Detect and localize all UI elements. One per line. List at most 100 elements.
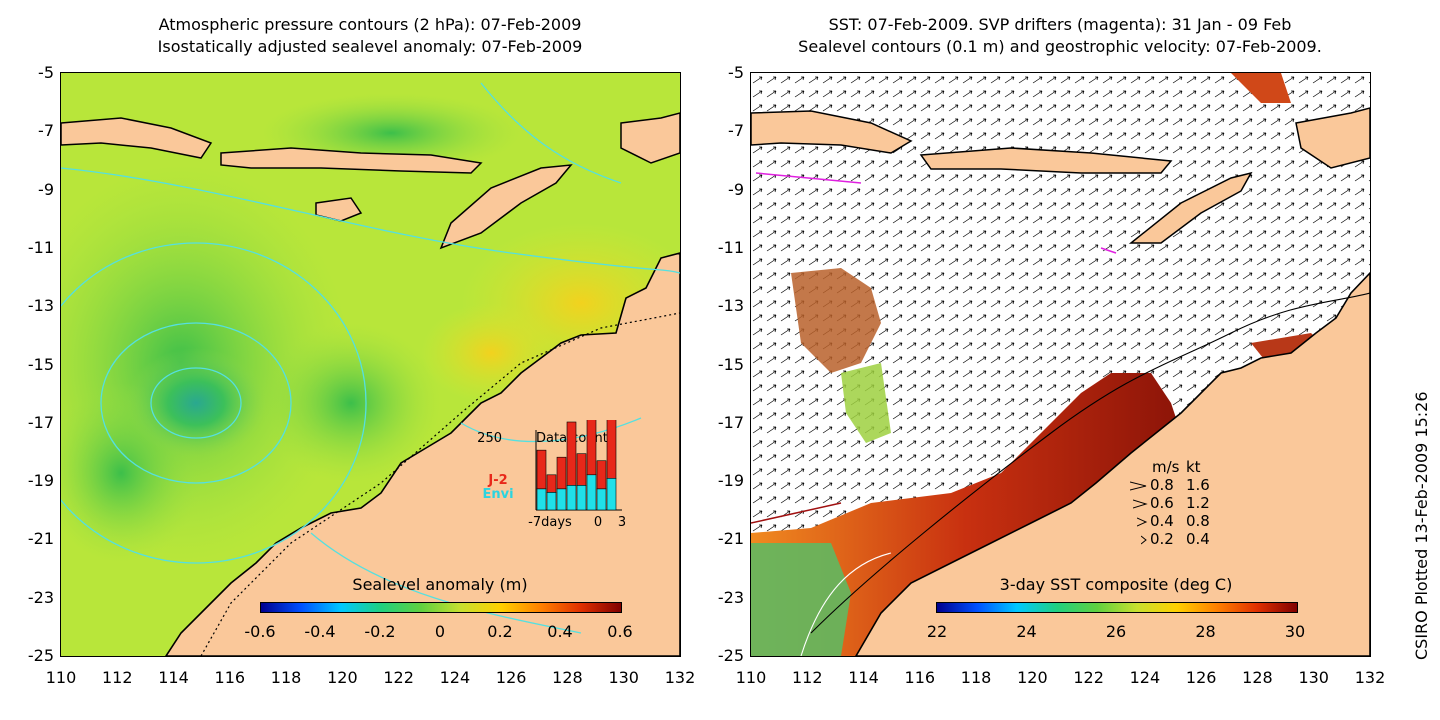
pressure-contour [61, 242, 367, 564]
axis-tick-label: 112 [101, 668, 133, 687]
sst-map [750, 72, 1371, 657]
colorbar-tick-label: 22 [926, 622, 948, 641]
low-anomaly-center [126, 348, 266, 458]
axis-tick-label: -13 [27, 296, 54, 316]
left-colorbar-label: Sealevel anomaly (m) [352, 575, 528, 594]
inset-bar-j2 [546, 474, 557, 493]
legend-ms-value: 0.4 [1150, 512, 1174, 530]
velocity-arrow-icon [1132, 496, 1148, 514]
sst-patch-warm [1231, 73, 1291, 103]
pressure-contour [480, 82, 622, 184]
axis-tick-label: -15 [27, 354, 54, 374]
pressure-contour [150, 367, 242, 439]
axis-tick-label: -9 [728, 179, 744, 199]
low-anomaly-region [261, 323, 441, 483]
axis-tick-label: -11 [717, 237, 744, 257]
axis-tick-label: 122 [383, 668, 414, 687]
inset-bar-j2 [556, 456, 567, 490]
colorbar-tick-label: -0.2 [364, 622, 396, 641]
inset-bar-envi [576, 485, 587, 511]
axis-tick-label: -11 [27, 237, 54, 257]
svp-drifter-track [1100, 247, 1117, 254]
velocity-arrow-icon [1129, 478, 1148, 496]
axis-tick-label: -19 [717, 471, 744, 491]
axis-tick-label: 128 [1242, 668, 1273, 687]
axis-tick-label: 120 [1017, 668, 1048, 687]
colorbar-tick-label: 28 [1195, 622, 1216, 641]
pressure-contour [460, 417, 642, 443]
colorbar-tick-label: 0.6 [607, 622, 633, 641]
inset-bar-envi [536, 488, 547, 511]
inset-bar-envi [596, 488, 607, 511]
lesser-sunda-islands [220, 147, 483, 174]
java-island [61, 117, 213, 159]
legend-kt-value: 1.6 [1186, 476, 1210, 494]
axis-tick-label: -25 [717, 646, 744, 665]
right-colorbar [936, 602, 1298, 613]
axis-tick-label: -9 [38, 179, 54, 199]
axis-tick-label: 126 [1185, 668, 1217, 687]
lesser-sunda-islands [919, 147, 1173, 174]
pressure-contour [310, 532, 582, 634]
sealevel-anomaly-svg [61, 73, 680, 656]
axis-tick-label: -19 [27, 471, 54, 491]
axis-tick-label: 118 [270, 668, 302, 687]
legend-header-kt: kt [1186, 458, 1201, 476]
sst-patch [841, 363, 891, 443]
inset-bar-j2 [606, 420, 617, 479]
axis-tick-label: -13 [717, 296, 744, 316]
axis-tick-label: 132 [1354, 668, 1386, 687]
right-title-line1: SST: 07-Feb-2009. SVP drifters (magenta)… [828, 15, 1292, 34]
svp-drifter-track [755, 172, 862, 184]
colorbar-tick-label: 0.4 [547, 622, 573, 641]
axis-tick-label: -21 [27, 529, 54, 549]
legend-ms-value: 0.2 [1150, 530, 1174, 548]
inset-x-right: 3 [618, 515, 626, 530]
colorbar-tick-label: 30 [1284, 622, 1306, 641]
legend-ms-value: 0.8 [1150, 476, 1174, 494]
sst-shelf-warm [751, 373, 1181, 656]
inset-bar-j2 [586, 420, 597, 476]
colorbar-tick-label: -0.6 [244, 622, 276, 641]
right-colorbar-label: 3-day SST composite (deg C) [999, 575, 1233, 594]
colorbar-tick-label: 0.2 [487, 622, 513, 641]
legend-ms-value: 0.6 [1150, 494, 1174, 512]
axis-tick-label: -17 [717, 412, 744, 432]
axis-tick-label: -15 [717, 354, 744, 374]
inset-bars [536, 420, 617, 511]
inset-envi-label: Envi [482, 487, 513, 502]
axis-tick-label: 132 [664, 668, 696, 687]
pressure-contour [61, 167, 680, 274]
velocity-arrow-icon [1140, 532, 1148, 550]
axis-tick-label: -7 [38, 121, 54, 141]
velocity-arrow-icon [1136, 514, 1148, 532]
axis-tick-label: 130 [608, 668, 639, 687]
inset-x-zero: 0 [594, 515, 602, 530]
left-title-line2: Isostatically adjusted sealevel anomaly:… [157, 37, 583, 56]
axis-tick-label: 122 [1073, 668, 1104, 687]
pressure-contour [100, 322, 292, 484]
axis-tick-label: -21 [717, 529, 744, 549]
timor-island [1128, 171, 1253, 244]
axis-tick-label: 110 [45, 668, 77, 687]
sst-svg [751, 73, 1370, 656]
axis-tick-label: 116 [904, 668, 936, 687]
sealevel-contour [800, 552, 892, 656]
inset-bar-j2 [566, 421, 577, 486]
island-northeast [620, 112, 680, 164]
sst-patch-cool [751, 543, 851, 656]
australia-land [165, 252, 680, 656]
axis-tick-label: 110 [735, 668, 767, 687]
left-colorbar [260, 602, 622, 613]
inset-bar-j2 [576, 453, 587, 486]
sealevel-contour [810, 292, 1370, 634]
colorbar-tick-label: 24 [1016, 622, 1037, 641]
axis-tick-label: 120 [327, 668, 358, 687]
sealevel-anomaly-map [60, 72, 681, 657]
axis-tick-label: 116 [214, 668, 246, 687]
colorbar-tick-label: 0 [434, 622, 446, 641]
colorbar-tick-label: 26 [1105, 622, 1127, 641]
axis-tick-label: 114 [848, 668, 879, 687]
drifter-track-dark [751, 502, 842, 524]
timor-island [439, 164, 573, 250]
